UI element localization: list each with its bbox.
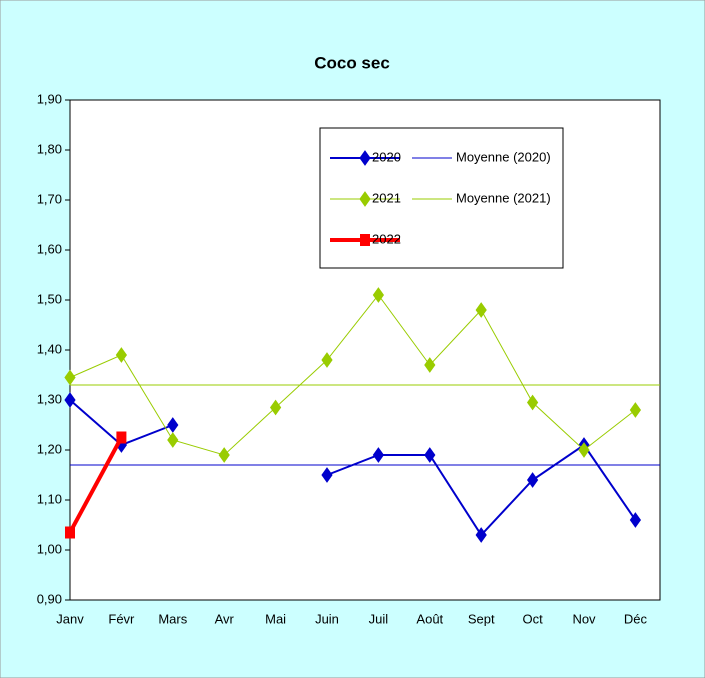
- x-tick-label: Avr: [215, 611, 235, 626]
- data-point: [475, 527, 487, 543]
- y-tick-label: 1,30: [37, 391, 62, 406]
- data-point: [578, 442, 590, 458]
- y-tick-label: 1,90: [37, 91, 62, 106]
- data-point: [526, 472, 539, 488]
- y-tick-label: 1,50: [37, 291, 62, 306]
- data-point: [167, 432, 179, 448]
- y-tick-label: 1,60: [37, 241, 62, 256]
- legend-label: 2021: [372, 190, 401, 205]
- data-point: [629, 402, 642, 418]
- y-tick-label: 1,80: [37, 141, 62, 156]
- y-tick-label: 1,10: [37, 491, 62, 506]
- x-tick-label: Juil: [369, 611, 389, 626]
- y-tick-label: 1,70: [37, 191, 62, 206]
- data-point: [526, 394, 539, 411]
- series-line: [68, 436, 124, 534]
- x-tick-label: Févr: [108, 611, 135, 626]
- series-line: [69, 294, 636, 456]
- x-tick-label: Sept: [468, 611, 495, 626]
- data-point: [116, 431, 127, 444]
- x-tick-label: Janv: [56, 611, 84, 626]
- legend-label: Moyenne (2021): [456, 190, 551, 205]
- data-point: [115, 347, 128, 363]
- data-point: [167, 417, 179, 433]
- x-tick-label: Oct: [522, 611, 543, 626]
- data-point: [372, 287, 385, 303]
- legend-label: 2020: [372, 149, 401, 164]
- data-point: [372, 447, 385, 463]
- data-point: [64, 392, 76, 408]
- x-tick-label: Août: [416, 611, 443, 626]
- y-tick-label: 0,90: [37, 591, 62, 606]
- data-point: [64, 369, 76, 386]
- legend-marker: [359, 150, 371, 166]
- x-tick-label: Mai: [265, 611, 286, 626]
- x-tick-label: Mars: [158, 611, 187, 626]
- y-tick-label: 1,00: [37, 541, 62, 556]
- x-tick-label: Juin: [315, 611, 339, 626]
- data-point: [269, 399, 282, 416]
- data-point: [475, 302, 487, 318]
- legend-marker: [360, 234, 370, 246]
- data-point: [424, 357, 436, 373]
- legend-label: Moyenne (2020): [456, 149, 551, 164]
- data-point: [321, 467, 333, 483]
- y-tick-label: 1,20: [37, 441, 62, 456]
- data-point: [321, 352, 333, 368]
- data-point: [65, 526, 75, 539]
- data-point: [424, 447, 436, 463]
- legend-label: 2022: [372, 231, 401, 246]
- data-point: [218, 447, 230, 463]
- data-point: [629, 512, 642, 528]
- legend-marker: [359, 191, 371, 207]
- x-tick-label: Déc: [624, 611, 648, 626]
- chart-title: Coco sec: [314, 53, 390, 72]
- y-tick-label: 1,40: [37, 341, 62, 356]
- x-tick-label: Nov: [572, 611, 596, 626]
